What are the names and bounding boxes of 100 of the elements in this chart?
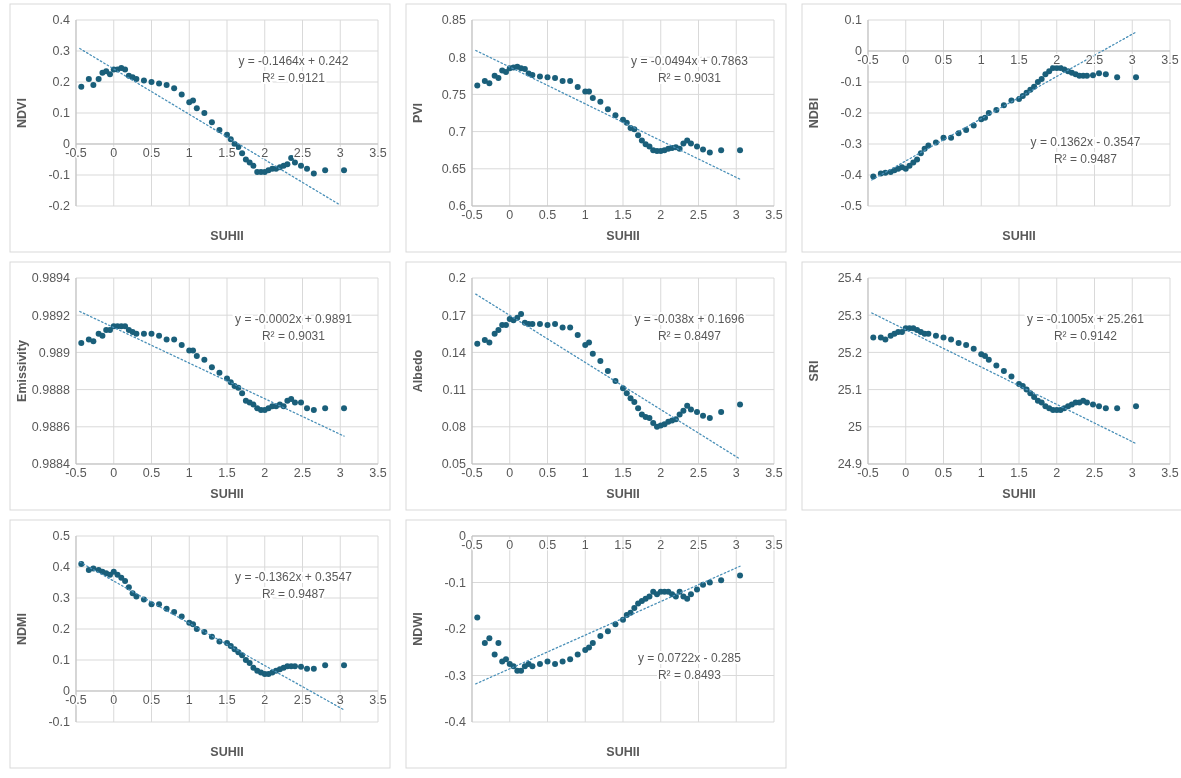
point bbox=[156, 332, 163, 339]
point bbox=[544, 322, 551, 329]
annotation: y = 0.0722x - 0.285 bbox=[637, 651, 742, 666]
point bbox=[1034, 79, 1041, 85]
y-tick-label: -0.4 bbox=[840, 168, 863, 183]
x-tick-label: 2.5 bbox=[293, 465, 312, 480]
x-axis-title: SUHII bbox=[210, 745, 244, 759]
point bbox=[718, 577, 725, 584]
point bbox=[250, 664, 257, 671]
x-tick-label: 2 bbox=[1053, 465, 1061, 480]
point bbox=[1133, 403, 1140, 410]
point bbox=[706, 579, 713, 586]
y-tick-label: -0.3 bbox=[840, 137, 863, 152]
annotation: R² = 0.8493 bbox=[657, 668, 722, 683]
x-tick-label: 2.5 bbox=[1085, 52, 1104, 67]
point bbox=[190, 347, 197, 354]
point bbox=[474, 614, 481, 621]
point bbox=[491, 651, 498, 658]
y-tick-label: 0.85 bbox=[441, 13, 467, 28]
point bbox=[90, 338, 97, 345]
x-tick-label: 2 bbox=[261, 465, 269, 480]
y-tick-label: 0.989 bbox=[38, 345, 71, 360]
y-tick-label: 0.9886 bbox=[31, 420, 71, 435]
point bbox=[544, 658, 551, 665]
y-axis-title: Emissivity bbox=[15, 340, 29, 402]
y-axis-title: NDWI bbox=[411, 612, 425, 646]
y-tick-label: 0.7 bbox=[448, 124, 467, 139]
point bbox=[638, 137, 645, 144]
point bbox=[586, 88, 593, 95]
point bbox=[518, 310, 525, 317]
point bbox=[574, 83, 581, 90]
point bbox=[623, 390, 630, 397]
y-tick-label: 25.2 bbox=[837, 345, 863, 360]
point bbox=[122, 323, 129, 330]
point bbox=[250, 162, 257, 169]
x-tick-label: 2.5 bbox=[293, 145, 312, 160]
point bbox=[684, 402, 691, 409]
point bbox=[604, 106, 611, 113]
point bbox=[589, 350, 596, 357]
y-tick-label: 0.2 bbox=[52, 622, 71, 637]
point bbox=[932, 332, 939, 339]
point bbox=[536, 320, 543, 327]
point bbox=[882, 336, 889, 343]
y-tick-label: 25.1 bbox=[837, 382, 863, 397]
x-tick-label: 2 bbox=[657, 207, 665, 222]
point bbox=[106, 71, 113, 78]
point bbox=[239, 150, 246, 157]
point bbox=[529, 320, 536, 327]
x-tick-label: 2.5 bbox=[689, 207, 708, 222]
point bbox=[559, 78, 566, 85]
point bbox=[322, 662, 329, 669]
point bbox=[597, 98, 604, 105]
point bbox=[536, 660, 543, 667]
point bbox=[216, 369, 223, 376]
x-tick-label: 3.5 bbox=[369, 465, 387, 480]
point bbox=[985, 356, 992, 363]
point bbox=[552, 75, 559, 82]
x-tick-label: 0.5 bbox=[538, 207, 557, 222]
annotation: y = -0.1464x + 0.242 bbox=[238, 53, 349, 68]
x-tick-label: 1.5 bbox=[1010, 465, 1028, 480]
point bbox=[78, 340, 85, 347]
x-tick-label: 0 bbox=[110, 465, 118, 480]
point bbox=[940, 334, 947, 341]
point bbox=[1096, 403, 1103, 410]
y-tick-label: 0.2 bbox=[52, 75, 71, 90]
x-axis-title: SUHII bbox=[606, 229, 640, 243]
y-tick-label: 0.75 bbox=[441, 87, 467, 102]
x-tick-label: 1 bbox=[185, 145, 193, 160]
annotation: R² = 0.9031 bbox=[261, 328, 326, 343]
point bbox=[737, 572, 744, 579]
point bbox=[486, 80, 493, 87]
point bbox=[133, 75, 140, 82]
point bbox=[495, 327, 502, 334]
y-tick-label: 25.3 bbox=[837, 308, 863, 323]
point bbox=[246, 660, 253, 667]
point bbox=[586, 339, 593, 346]
point bbox=[178, 91, 185, 98]
y-tick-label: 0.8 bbox=[448, 50, 467, 65]
point bbox=[1114, 74, 1121, 81]
point bbox=[85, 75, 92, 82]
point bbox=[148, 330, 155, 337]
y-tick-label: 0.11 bbox=[442, 382, 467, 397]
point bbox=[693, 586, 700, 593]
y-tick-label: 0.6 bbox=[448, 199, 467, 214]
point bbox=[910, 159, 917, 166]
point bbox=[304, 665, 311, 672]
point bbox=[78, 83, 85, 90]
x-tick-label: 2 bbox=[1053, 52, 1061, 67]
point bbox=[99, 332, 106, 339]
x-tick-label: 1.5 bbox=[218, 692, 236, 707]
point bbox=[341, 405, 348, 412]
x-axis-title: SUHII bbox=[606, 745, 640, 759]
point bbox=[574, 651, 581, 658]
point bbox=[495, 639, 502, 646]
point bbox=[963, 127, 970, 134]
point bbox=[597, 632, 604, 639]
x-tick-label: 0.5 bbox=[934, 465, 953, 480]
annotation: R² = 0.9487 bbox=[1053, 152, 1118, 167]
x-axis-title: SUHII bbox=[606, 487, 640, 501]
point bbox=[1102, 405, 1109, 412]
